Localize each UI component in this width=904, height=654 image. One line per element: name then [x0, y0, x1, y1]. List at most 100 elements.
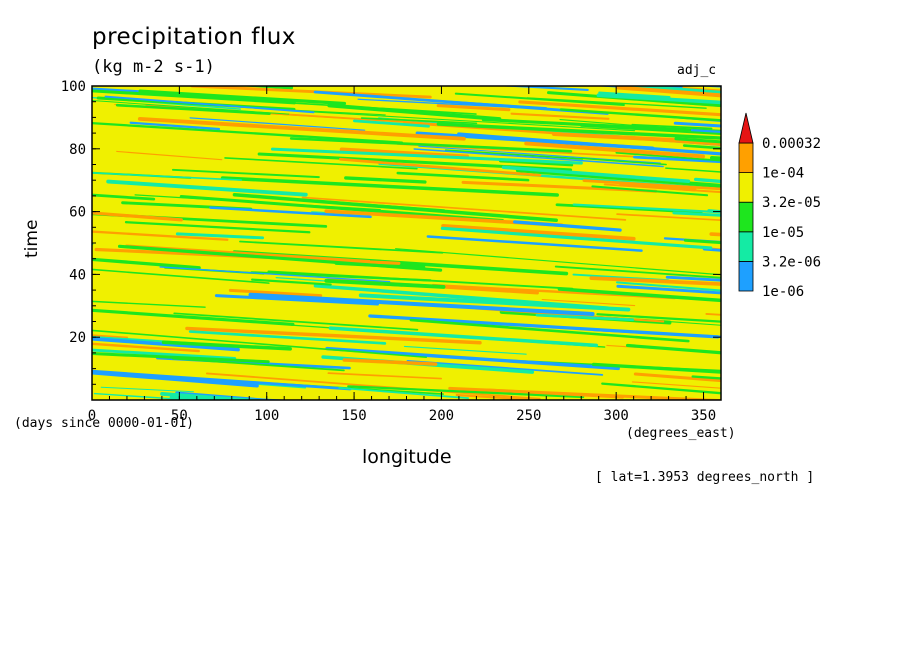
precip-band — [625, 343, 721, 355]
precip-band — [328, 326, 599, 348]
precip-band — [248, 292, 595, 316]
experiment-tag: adj_c — [677, 63, 717, 78]
precip-band — [572, 203, 721, 214]
precip-band — [619, 182, 697, 192]
precip-band — [395, 248, 721, 276]
precip-band — [697, 74, 904, 99]
precip-band — [106, 179, 308, 197]
precip-band — [117, 244, 443, 272]
precip-band — [580, 124, 721, 136]
x-ticks: 0 50 100 150 200 250 300 350 — [88, 86, 722, 424]
precip-band — [541, 298, 636, 307]
precip-band — [92, 193, 156, 201]
precip-band — [559, 119, 721, 133]
precip-band — [631, 123, 713, 130]
precip-band — [100, 386, 195, 393]
precip-band — [92, 342, 200, 353]
precip-band — [19, 56, 118, 62]
precip-band — [406, 360, 604, 376]
precip-band — [426, 235, 643, 252]
precip-band — [415, 131, 655, 151]
precip-band — [157, 61, 229, 65]
y-tick-label: 20 — [69, 330, 86, 346]
precip-band — [324, 278, 446, 289]
precip-band — [342, 358, 438, 366]
colorbar: 1e-06 3.2e-06 1e-05 3.2e-05 1e-04 0.00032 — [738, 112, 821, 300]
precip-band — [555, 203, 703, 214]
precip-band — [690, 129, 721, 134]
precip-band — [436, 122, 721, 140]
precip-band — [48, 71, 169, 77]
precip-band — [137, 117, 466, 141]
precip-band — [763, 347, 904, 357]
precip-band — [793, 318, 904, 341]
precip-band — [92, 242, 94, 246]
x-tick-label: 100 — [254, 408, 279, 424]
precip-band — [22, 398, 285, 419]
precip-band — [515, 168, 721, 188]
colorbar-label: 0.00032 — [762, 136, 821, 152]
precip-band — [631, 381, 721, 389]
x-tick-label: 0 — [88, 408, 96, 424]
precip-band — [92, 352, 270, 364]
precip-band — [413, 148, 664, 168]
precip-band — [616, 86, 721, 98]
precip-band — [709, 155, 721, 161]
colorbar-swatch — [738, 201, 754, 233]
precip-band — [92, 369, 352, 391]
precip-band — [171, 168, 320, 179]
precip-band — [495, 86, 589, 91]
precip-band — [268, 61, 384, 68]
precip-band — [708, 93, 721, 98]
y-ticks: 20 40 60 80 100 — [61, 79, 721, 401]
colorbar-label: 3.2e-06 — [762, 254, 821, 270]
precip-band — [734, 94, 904, 119]
precip-band — [800, 336, 904, 357]
precip-band — [250, 271, 432, 282]
precip-band — [37, 75, 175, 82]
precip-band — [758, 362, 864, 369]
x-tick-label: 300 — [604, 408, 629, 424]
x-tick-label: 200 — [429, 408, 454, 424]
precip-band — [727, 112, 904, 122]
precip-band — [50, 57, 235, 67]
precip-band — [601, 382, 721, 395]
colorbar-swatch — [738, 172, 754, 203]
precip-band — [92, 268, 270, 284]
precip-band — [589, 276, 721, 286]
y-axis-units: (days since 0000-01-01) — [14, 416, 195, 431]
precip-band — [591, 362, 721, 374]
precip-band — [190, 86, 432, 99]
precip-band — [270, 147, 583, 165]
precip-band — [358, 293, 631, 312]
y-tick-label: 80 — [69, 142, 86, 158]
x-axis-units: (degrees_east) — [626, 426, 736, 441]
colorbar-label: 1e-05 — [762, 225, 804, 241]
precip-band — [92, 89, 296, 105]
precip-band — [526, 97, 707, 109]
precip-band — [220, 176, 559, 197]
precip-band — [535, 313, 635, 322]
precip-band — [691, 375, 721, 380]
precip-band — [547, 91, 721, 108]
precip-band — [409, 318, 690, 343]
precip-band — [173, 312, 419, 331]
colorbar-extend-arrow — [738, 112, 754, 144]
precip-band — [92, 370, 259, 388]
precip-band — [189, 117, 366, 131]
precip-band — [694, 177, 721, 184]
precip-band — [727, 282, 904, 301]
precip-band — [161, 340, 292, 351]
precip-band — [124, 221, 311, 234]
precip-band — [92, 329, 428, 359]
y-tick-label: 40 — [69, 267, 86, 283]
precip-band — [92, 300, 206, 308]
precip-band — [440, 226, 713, 250]
colorbar-swatch — [738, 142, 754, 174]
precip-band — [436, 104, 511, 112]
precip-band — [810, 156, 904, 177]
precip-band — [93, 392, 202, 400]
precip-band — [104, 95, 315, 114]
precip-band — [632, 155, 721, 164]
precip-band — [522, 86, 524, 87]
